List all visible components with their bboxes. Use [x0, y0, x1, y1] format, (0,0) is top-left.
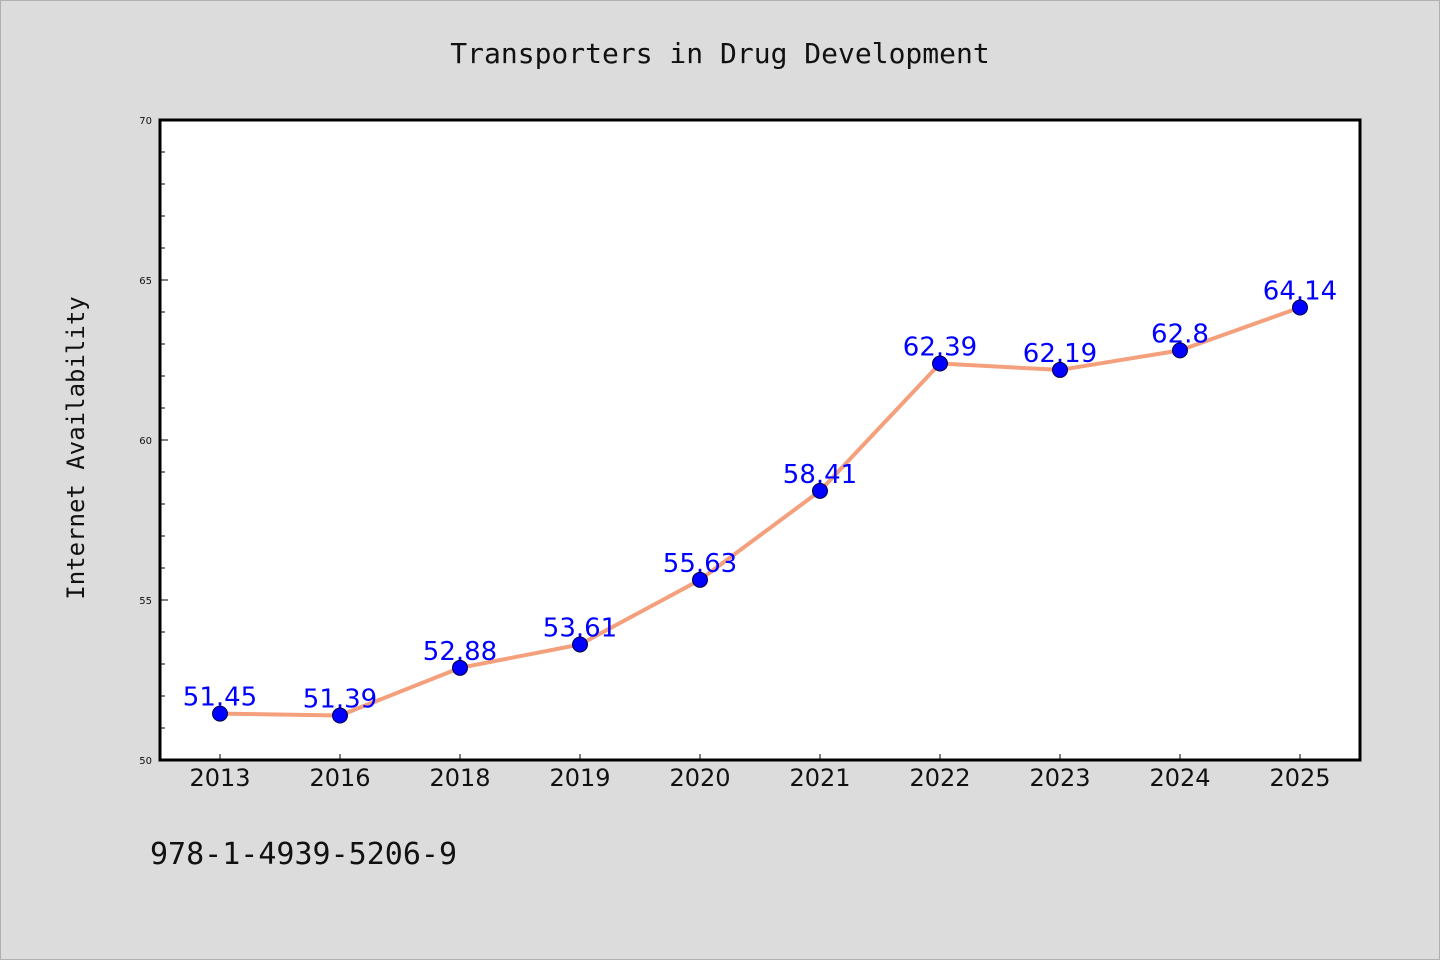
chart-title: Transporters in Drug Development [450, 37, 989, 70]
data-label: 64.14 [1263, 277, 1337, 307]
x-tick-label: 2013 [189, 764, 250, 792]
y-tick-label: 65 [139, 276, 152, 287]
y-tick-label: 60 [139, 436, 152, 447]
x-tick-label: 2018 [429, 764, 490, 792]
x-tick-label: 2025 [1269, 764, 1330, 792]
data-point [812, 482, 828, 499]
x-tick-label: 2024 [1149, 764, 1210, 792]
y-tick-label: 50 [139, 756, 152, 767]
x-axis: 2013 2016 2018 2019 2020 2021 2022 2023 2024 2025 [189, 754, 1331, 792]
x-tick-label: 2016 [309, 764, 370, 792]
data-point [452, 659, 468, 676]
y-tick-label: 70 [139, 116, 152, 127]
data-point [572, 636, 588, 653]
series-group: 51.45 51.39 52.88 53.61 55.63 58.41 62.39 62.19… [183, 277, 1337, 724]
y-axis-label: Internet Availability [62, 296, 90, 599]
x-tick-label: 2021 [789, 764, 850, 792]
data-point [212, 705, 228, 722]
x-tick-label: 2022 [909, 764, 970, 792]
data-point [332, 707, 348, 724]
data-label: 62.39 [903, 333, 977, 363]
x-tick-label: 2020 [669, 764, 730, 792]
data-label: 62.8 [1151, 319, 1209, 349]
data-label: 51.39 [303, 685, 377, 715]
data-point [1172, 342, 1188, 359]
data-label: 55.63 [663, 549, 737, 579]
data-label: 52.88 [423, 637, 497, 667]
series-line [218, 305, 1302, 718]
y-axis: 50 55 60 65 70 [139, 116, 168, 767]
x-tick-label: 2019 [549, 764, 610, 792]
data-point [1052, 361, 1068, 378]
data-point [692, 571, 708, 588]
data-label: 58.41 [783, 460, 857, 490]
y-tick-label: 55 [139, 596, 152, 607]
plot-area [158, 118, 1362, 762]
data-label: 53.61 [543, 613, 617, 643]
footer-isbn: 978-1-4939-5206-9 [150, 837, 457, 872]
data-label: 62.19 [1023, 339, 1097, 369]
data-point [1292, 299, 1308, 316]
data-point [932, 355, 948, 372]
x-tick-label: 2023 [1029, 764, 1090, 792]
data-label: 51.45 [183, 683, 257, 713]
